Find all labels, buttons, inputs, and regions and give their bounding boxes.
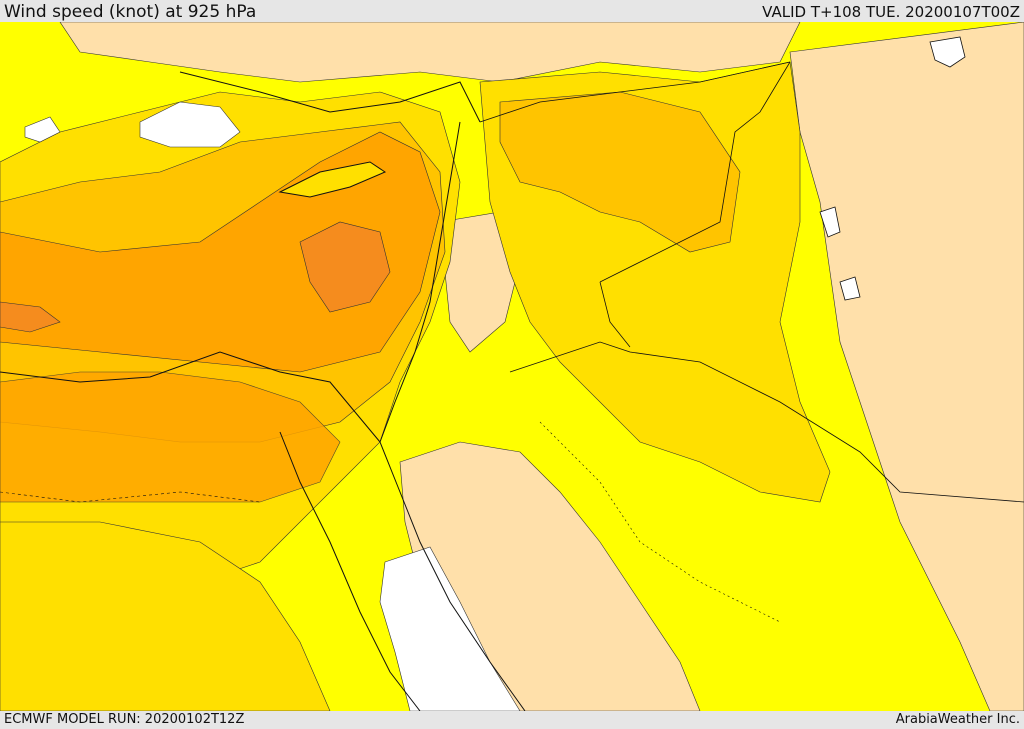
border-jordan-iraq	[599, 281, 631, 348]
coastline-red-sea-east	[379, 441, 526, 711]
model-run-label: ECMWF MODEL RUN: 20200102T12Z	[4, 712, 245, 727]
border-jordan-saudi	[509, 341, 1024, 503]
valid-time-label: VALID T+108 TUE. 20200107T00Z	[762, 3, 1020, 21]
strong-wind-region-syria	[499, 91, 741, 253]
wind-speed-map	[0, 22, 1024, 711]
moderate-wind-region-south	[0, 521, 331, 711]
calm-patch-aegean	[139, 101, 241, 148]
lake-iraq-1	[819, 206, 841, 238]
map-footer: ECMWF MODEL RUN: 20200102T12Z ArabiaWeat…	[0, 711, 1024, 729]
coastline-egypt-north	[0, 351, 381, 443]
map-header: Wind speed (knot) at 925 hPa VALID T+108…	[0, 0, 1024, 22]
low-wind-region-north	[59, 22, 801, 83]
peak-wind-patch-2	[0, 301, 61, 333]
border-saudi-internal	[539, 421, 781, 623]
credit-label: ArabiaWeather Inc.	[895, 712, 1020, 727]
coastline-turkey	[179, 71, 481, 123]
peak-wind-patch-1	[299, 221, 391, 313]
border-syria-iraq	[599, 61, 791, 283]
border-turkey-syria	[479, 61, 791, 123]
cyprus-outline	[278, 161, 387, 198]
calm-patch-red-sea	[379, 546, 521, 711]
coastline-levant	[379, 121, 461, 443]
calm-patch-crete	[24, 116, 61, 143]
coastline-red-sea-west	[279, 431, 421, 711]
map-canvas	[0, 22, 1024, 711]
lake-iraq-2	[839, 276, 861, 301]
lake-east	[929, 36, 966, 68]
map-title: Wind speed (knot) at 925 hPa	[4, 2, 257, 22]
strong-wind-region-egypt	[0, 371, 341, 503]
